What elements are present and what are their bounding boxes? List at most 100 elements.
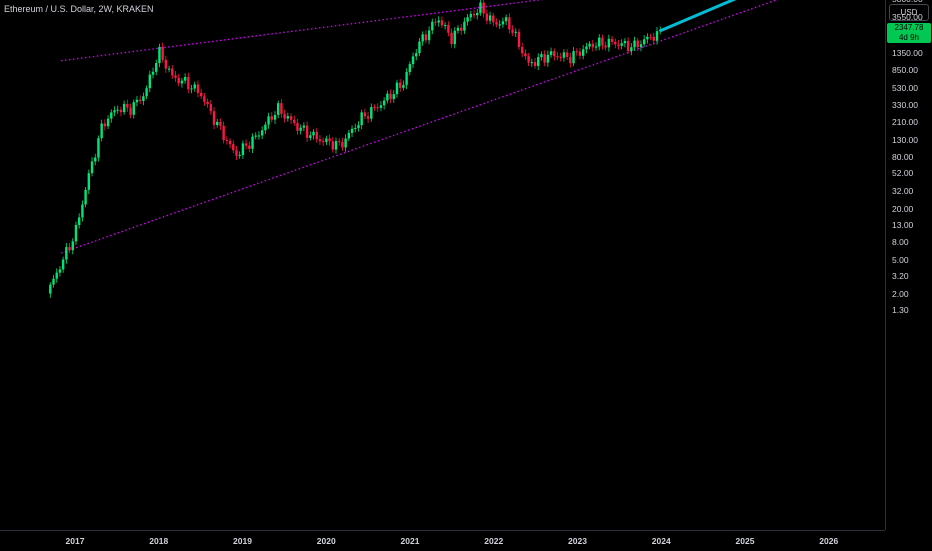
candle-body <box>212 111 216 125</box>
candle-body <box>479 2 482 13</box>
candle-body <box>167 68 171 70</box>
candle-body <box>395 82 399 95</box>
candle-body <box>376 107 379 109</box>
candle-body <box>517 31 521 47</box>
candle-body <box>382 100 386 106</box>
candle-body <box>199 92 203 97</box>
candle-body <box>113 110 116 113</box>
candle-body <box>302 125 306 128</box>
price-axis-label: 1350.00 <box>892 48 923 59</box>
candle-body <box>652 36 655 41</box>
trendline-upper <box>60 0 544 62</box>
candle-body <box>341 141 344 148</box>
candle-body <box>591 43 595 48</box>
candle-body <box>514 31 517 33</box>
candle-body <box>283 113 286 119</box>
candle-body <box>575 51 578 53</box>
candle-body <box>520 46 524 54</box>
candle-body <box>164 59 168 69</box>
candle-body <box>280 103 283 114</box>
candle-body <box>273 114 277 120</box>
candle-body <box>633 40 636 48</box>
candle-body <box>219 121 222 126</box>
candle-body <box>122 103 126 113</box>
candle-body <box>71 241 74 251</box>
candle-body <box>360 112 363 126</box>
candle-body <box>437 20 440 23</box>
candle-body <box>370 107 373 119</box>
candle-body <box>508 17 511 30</box>
candle-body <box>232 144 235 151</box>
candle-body <box>463 21 466 31</box>
price-axis-label: 3550.00 <box>892 12 923 23</box>
candle-body <box>84 189 87 205</box>
candle-body <box>277 103 280 115</box>
price-axis-label: 2.00 <box>892 288 909 299</box>
candle-body <box>537 57 540 66</box>
price-axis-label: 530.00 <box>892 82 918 93</box>
currency-button[interactable]: USD <box>889 4 929 21</box>
candle-body <box>103 123 107 127</box>
candle-body <box>183 77 187 81</box>
time-axis[interactable]: 2017 2018 2019 2020 2021 2022 2023 2024 2025 2026 <box>0 530 885 551</box>
candle-body <box>241 143 245 155</box>
candle-body <box>581 49 585 56</box>
candle-body <box>415 53 418 57</box>
time-axis-label: 2019 <box>233 536 252 546</box>
candle-body <box>623 40 627 44</box>
candle-body <box>116 109 119 111</box>
candle-body <box>485 13 489 21</box>
candle-body <box>334 141 338 150</box>
candle-body <box>626 40 630 52</box>
price-axis-label: 52.00 <box>892 168 914 179</box>
candle-body <box>354 127 357 129</box>
candle-body <box>559 56 562 58</box>
candle-body <box>533 62 537 66</box>
candle-body <box>379 105 383 108</box>
candle-body <box>562 52 566 58</box>
candle-body <box>427 30 431 41</box>
candle-body <box>318 139 322 142</box>
candle-body <box>248 145 251 149</box>
candle-body <box>110 112 113 119</box>
candle-body <box>540 54 543 58</box>
candle-body <box>235 150 238 156</box>
candle-body <box>607 38 611 48</box>
candle-body <box>148 74 152 89</box>
candle-body <box>553 51 556 57</box>
candle-body <box>402 84 405 88</box>
candle-body <box>100 123 103 139</box>
candle-body <box>260 130 264 136</box>
time-axis-label: 2018 <box>149 536 169 546</box>
candle-body <box>601 37 604 46</box>
candle-body <box>456 27 460 31</box>
candle-body <box>129 107 132 115</box>
candle-body <box>257 135 261 137</box>
candle-body <box>501 21 505 25</box>
last-price-value: 2347.78 <box>894 22 924 32</box>
candle-body <box>312 131 315 136</box>
candle-body <box>299 127 302 131</box>
candle-body <box>209 104 212 112</box>
price-chart[interactable] <box>0 0 885 530</box>
candle-body <box>61 259 65 270</box>
price-axis-label: 210.00 <box>892 116 918 127</box>
candle-body <box>251 136 254 149</box>
price-axis[interactable]: USD 2347.78 4d 9h 36000.0022000.0014000.… <box>885 0 932 530</box>
chart-area[interactable]: Ethereum / U.S. Dollar, 2W, KRAKEN <box>0 0 885 530</box>
candle-body <box>49 284 52 294</box>
candle-body <box>556 56 559 58</box>
candle-body <box>398 82 402 88</box>
price-axis-label: 32.00 <box>892 186 914 197</box>
candle-body <box>81 204 84 218</box>
candle-body <box>527 56 530 63</box>
time-axis-label: 2021 <box>400 536 420 546</box>
trendline-lower <box>60 0 779 254</box>
candle-body <box>386 93 389 101</box>
candle-body <box>228 140 232 145</box>
candle-body <box>604 45 607 48</box>
candle-body <box>305 125 309 138</box>
candle-body <box>424 34 428 41</box>
candle-body <box>155 62 158 72</box>
candle-body <box>65 247 68 260</box>
